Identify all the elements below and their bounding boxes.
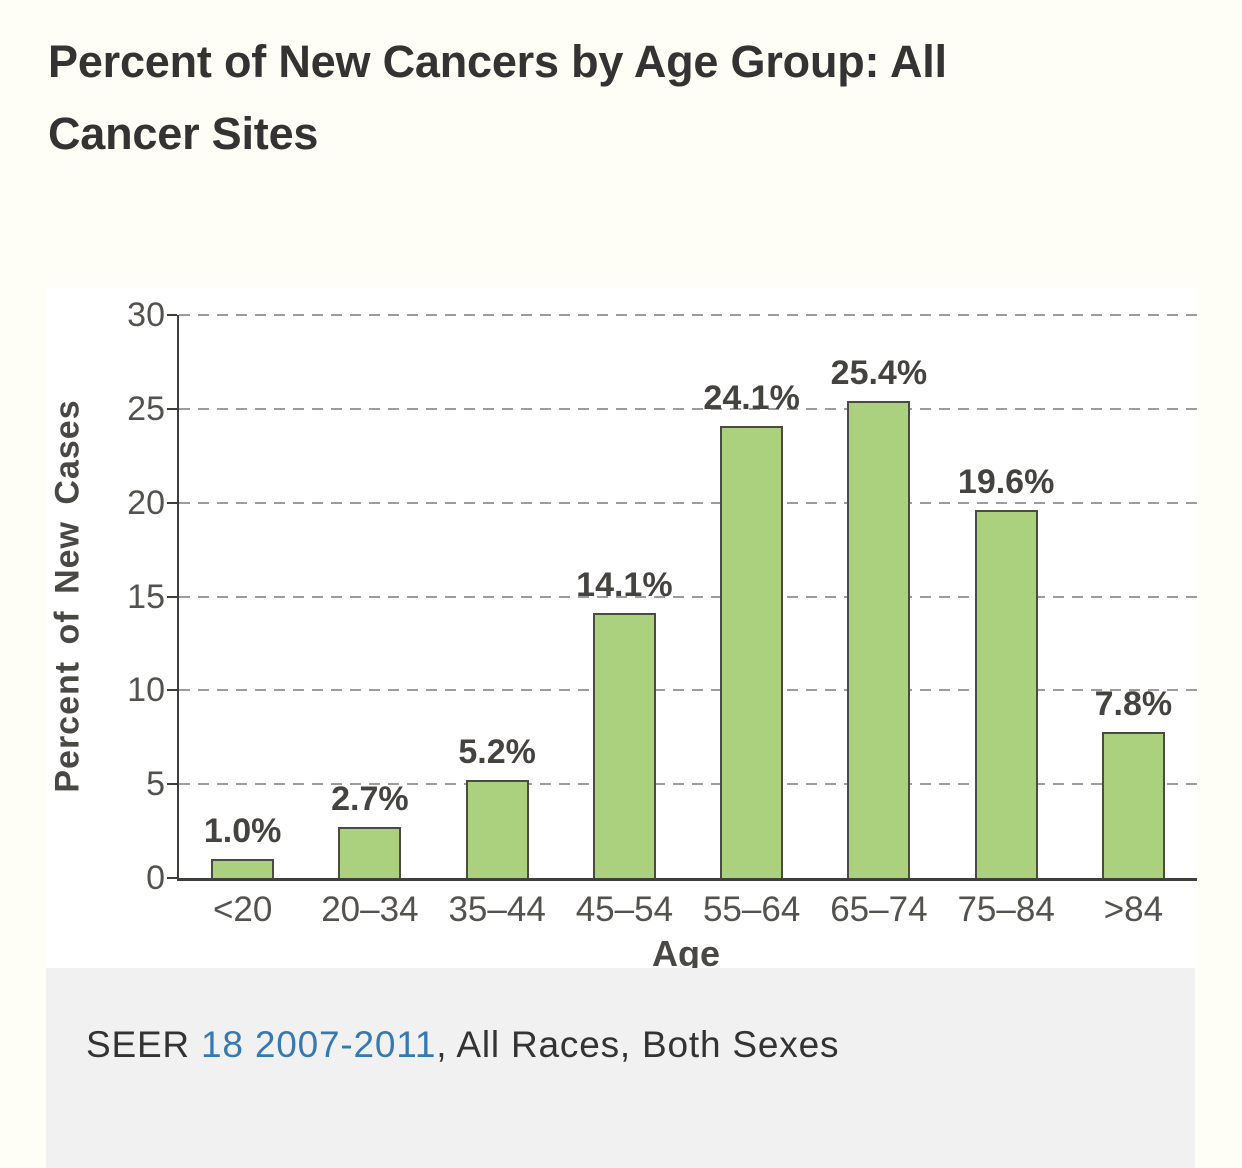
x-tick-label: 45–54 [575, 890, 674, 929]
x-tick-label: 55–64 [702, 890, 801, 929]
gridline [179, 595, 1197, 598]
bar [720, 425, 784, 878]
bar-value-label: 19.6% [957, 463, 1055, 502]
y-tick-mark [167, 595, 177, 598]
bar-value-label: 25.4% [830, 354, 928, 393]
bar [847, 401, 911, 878]
bar-value-label: 14.1% [576, 566, 673, 605]
y-tick-mark [167, 783, 177, 786]
x-tick-label: >84 [1103, 890, 1164, 929]
source-suffix: , All Races, Both Sexes [436, 1024, 840, 1065]
bar-value-label: 7.8% [1094, 684, 1173, 723]
seer-dataset-link[interactable]: 18 2007-2011 [201, 1024, 437, 1065]
gridline [179, 314, 1197, 316]
y-tick-mark [167, 501, 177, 504]
y-tick-label: 0 [146, 859, 165, 897]
bar-value-label: 1.0% [203, 812, 282, 851]
x-tick-label: <20 [212, 890, 273, 929]
y-tick-label: 20 [127, 483, 165, 522]
bar-value-label: 24.1% [703, 378, 800, 417]
gridline [179, 407, 1197, 410]
y-tick-label: 10 [127, 671, 165, 710]
bar [211, 859, 275, 878]
gridline [179, 783, 1197, 786]
source-prefix: SEER [86, 1024, 202, 1065]
bar [465, 780, 529, 878]
y-tick-label: 25 [127, 389, 165, 428]
y-tick-mark [167, 407, 177, 410]
gridline [179, 501, 1197, 504]
bar [592, 613, 656, 878]
x-tick-label: 20–34 [321, 890, 419, 929]
x-axis-title: Age [651, 933, 720, 974]
x-tick-label: 65–74 [830, 890, 928, 929]
x-tick-label: 75–84 [957, 890, 1055, 929]
y-tick-mark [167, 314, 177, 316]
x-tick-label: 35–44 [448, 890, 546, 929]
plot-area: 0 5 10 15 20 25 30 1.0% <20 2.7% 20–34 5.2% 35–44 14.… [127, 296, 1197, 929]
y-axis-title: Percent of New Cases [48, 399, 87, 793]
page-title: Percent of New Cancers by Age Group: All… [48, 36, 947, 159]
y-tick-label: 5 [146, 765, 165, 804]
y-tick-label: 15 [127, 577, 165, 616]
bar [338, 827, 402, 878]
bar [974, 510, 1038, 878]
y-tick-mark [167, 689, 177, 692]
chart-container: Percent of New Cases 0 5 10 15 20 25 30 1.0% <20… [46, 288, 1197, 974]
source-footer: SEER 18 2007-2011, All Races, Both Sexes [46, 968, 1195, 1168]
bar-value-label: 2.7% [331, 780, 409, 819]
gridline [179, 689, 1197, 692]
y-tick-label: 30 [127, 296, 165, 334]
y-tick-mark [167, 877, 177, 879]
bar [1101, 731, 1165, 878]
bar-value-label: 5.2% [458, 733, 536, 772]
